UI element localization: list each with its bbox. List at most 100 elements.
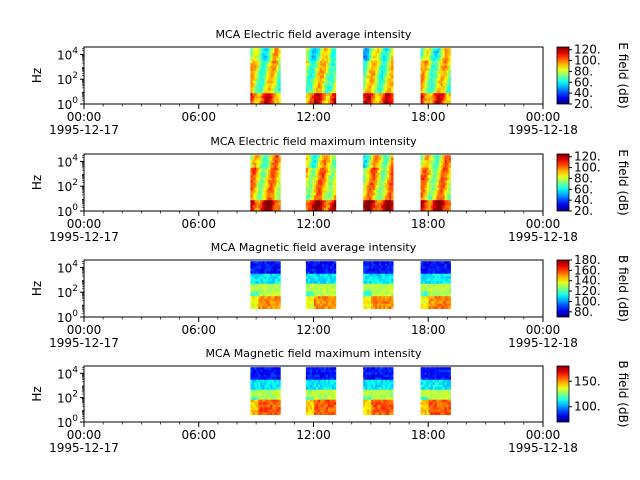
spectrogram-cell [365,85,368,89]
spectrogram-cell [444,195,447,198]
spectrogram-cell [385,165,388,168]
spectrogram-cell [274,63,277,66]
spectrogram-cell [276,372,279,375]
spectrogram-cell [266,192,269,196]
spectrogram-cell [258,167,261,171]
spectrogram-cell [387,73,390,76]
spectrogram-cell [420,200,423,203]
spectrogram-cell [272,197,275,201]
spectrogram-cell [436,165,439,168]
spectrogram-cell [428,182,431,186]
spectrogram-cell [369,288,372,292]
spectrogram-cell [313,303,317,307]
spectrogram-cell [319,293,323,297]
spectrogram-cell [428,197,431,201]
spectrogram-cell [383,372,386,375]
spectrogram-cell [272,374,275,378]
spectrogram-cell [258,205,261,208]
spectrogram-cell [323,167,327,171]
spectrogram-cell [260,95,263,99]
spectrogram-cell [327,48,331,51]
spectrogram-cell [391,58,394,61]
spectrogram-cell [252,165,255,168]
spectrogram-cell [385,288,388,292]
spectrogram-cell [323,286,327,289]
spectrogram-cell [272,80,275,84]
spectrogram-cell [317,278,321,282]
spectrogram-cell [383,276,386,279]
spectrogram-cell [379,394,382,398]
spectrogram-cell [272,205,275,208]
spectrogram-cell [262,162,265,166]
spectrogram-cell [436,177,439,181]
spectrogram-cell [367,273,370,277]
spectrogram-cell [383,192,386,196]
spectrogram-cell [307,65,311,69]
spectrogram-cell [325,180,329,183]
spectrogram-cell [428,80,431,84]
spectrogram-cell [319,283,323,287]
spectrogram-cell [436,73,439,76]
spectrogram-cell [307,268,311,272]
spectrogram-cell [381,268,384,272]
spectrogram-cell [268,372,271,375]
spectrogram-cell [420,155,423,158]
spectrogram-cell [436,100,439,104]
spectrogram-cell [272,53,275,56]
spectrogram-cell [311,367,315,370]
spectrogram-cell [268,298,271,302]
spectrogram-cell [264,382,267,385]
spectrogram-cell [274,306,277,309]
spectrogram-cell [276,165,279,168]
spectrogram-cell [305,202,309,206]
spectrogram-cell [278,155,281,158]
spectrogram-cell [367,268,370,272]
spectrogram-cell [258,303,261,307]
spectrogram-cell [369,291,372,294]
spectrogram-cell [325,172,329,176]
spectrogram-cell [311,187,315,191]
spectrogram-cell [325,298,329,302]
spectrogram-cell [331,58,335,61]
spectrogram-cell [373,162,376,166]
spectrogram-cell [329,379,333,383]
spectrogram-cell [367,296,370,299]
spectrogram-cell [385,263,388,267]
spectrogram-cell [440,80,443,84]
spectrogram-cell [315,73,319,76]
spectrogram-cell [329,80,333,84]
spectrogram-cell [250,70,253,74]
spectrogram-cell [369,367,372,370]
spectrogram-cell [426,281,429,284]
spectrogram-cell [420,278,423,282]
spectrogram-cell [442,170,445,173]
spectrogram-cell [272,83,275,86]
spectrogram-cell [426,404,429,408]
spectrogram-cell [385,192,388,196]
spectrogram-cell [323,402,327,405]
spectrogram-cell [305,78,309,81]
spectrogram-cell [254,55,257,59]
spectrogram-cell [422,177,425,181]
spectrogram-cell [321,399,325,403]
spectrogram-cell [422,389,425,393]
spectrogram-cell [387,296,390,299]
spectrogram-cell [250,412,253,415]
spectrogram-cell [315,177,319,181]
spectrogram-cell [442,182,445,186]
spectrogram-cell [367,207,370,211]
spectrogram-cell [311,263,315,267]
spectrogram-cell [274,195,277,198]
spectrogram-cell [367,374,370,378]
spectrogram-cell [442,165,445,168]
spectrogram-cell [250,404,253,408]
spectrogram-cell [256,160,259,163]
spectrogram-cell [305,185,309,188]
spectrogram-cell [383,200,386,203]
spectrogram-cell [381,75,384,79]
spectrogram-cell [367,397,370,400]
spectrogram-cell [444,162,447,166]
spectrogram-cell [426,53,429,56]
spectrogram-cell [321,165,325,168]
spectrogram-cell [317,55,321,59]
